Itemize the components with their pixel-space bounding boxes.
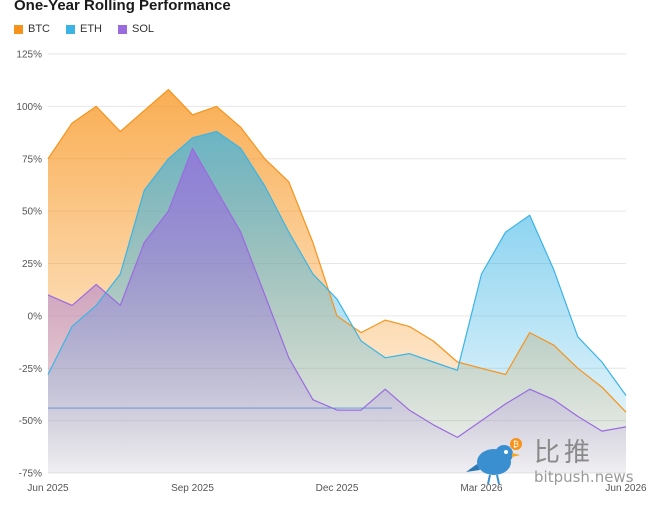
watermark: ₿ 比推 bitpush.news xyxy=(464,432,654,492)
y-tick-label: -50% xyxy=(19,416,42,427)
line-sol[interactable] xyxy=(47,147,627,438)
x-tick-label: Sep 2025 xyxy=(171,483,214,494)
y-tick-label: 125% xyxy=(16,50,42,61)
svg-text:₿: ₿ xyxy=(513,440,519,449)
y-tick-label: 0% xyxy=(28,311,43,322)
legend-label-eth: ETH xyxy=(80,23,102,35)
watermark-text: bitpush.news xyxy=(534,468,634,486)
watermark-chinese: 比推 xyxy=(534,438,595,468)
y-tick-label: 100% xyxy=(16,102,42,113)
bird-logo-icon: ₿ xyxy=(466,438,522,485)
legend-item-sol[interactable]: SOL xyxy=(118,23,154,35)
legend-item-btc[interactable]: BTC xyxy=(14,23,50,35)
chart-title: One-Year Rolling Performance xyxy=(14,0,231,14)
x-axis-ticks: Jun 2025 Sep 2025 Dec 2025 Mar 2026 Jun 2026 xyxy=(27,483,647,494)
legend-swatch-eth xyxy=(66,24,75,34)
legend-swatch-btc xyxy=(14,24,23,34)
series-areas xyxy=(48,89,626,474)
legend-item-eth[interactable]: ETH xyxy=(66,23,102,35)
y-tick-label: -25% xyxy=(19,364,42,375)
x-tick-label: Dec 2025 xyxy=(316,483,359,494)
y-tick-label: 25% xyxy=(22,259,42,270)
legend: BTC ETH SOL xyxy=(14,23,170,35)
x-tick-label: Jun 2026 xyxy=(605,483,647,494)
line-btc[interactable] xyxy=(47,89,627,413)
y-tick-label: 50% xyxy=(22,207,42,218)
x-tick-label: Mar 2026 xyxy=(460,483,503,494)
y-tick-label: 75% xyxy=(22,154,42,165)
y-tick-label: -75% xyxy=(19,469,42,480)
series-lines xyxy=(47,89,627,438)
legend-label-btc: BTC xyxy=(28,23,50,35)
line-eth[interactable] xyxy=(47,130,627,396)
area-sol xyxy=(48,148,626,474)
legend-label-sol: SOL xyxy=(132,23,155,35)
legend-swatch-sol xyxy=(118,24,127,34)
x-tick-label: Jun 2025 xyxy=(27,483,69,494)
y-axis-ticks: 125% 100% 75% 50% 25% 0% -25% -50% -75% xyxy=(16,50,42,480)
